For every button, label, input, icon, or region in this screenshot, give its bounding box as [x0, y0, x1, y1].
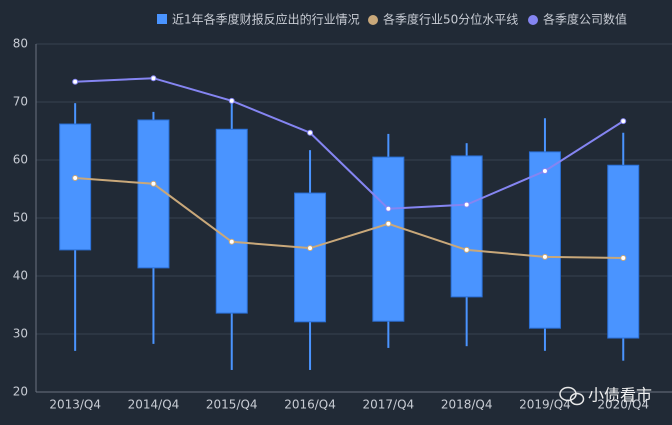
box — [372, 156, 405, 322]
x-tick-label: 2020/Q4 — [597, 398, 649, 412]
series-point — [150, 180, 157, 187]
series-point — [541, 168, 548, 175]
y-tick-label: 30 — [13, 327, 28, 341]
y-tick-label: 20 — [13, 385, 28, 399]
series-point — [307, 129, 314, 136]
legend-swatch — [157, 14, 167, 24]
x-tick-label: 2014/Q4 — [128, 398, 180, 412]
series-point — [72, 78, 79, 85]
series-point — [307, 245, 314, 252]
box — [59, 123, 92, 251]
watermark-icon — [559, 386, 585, 406]
series-point — [72, 174, 79, 181]
watermark: 小债看市 — [588, 386, 652, 405]
x-tick-label: 2017/Q4 — [363, 398, 415, 412]
series-point — [228, 97, 235, 104]
series-point — [463, 246, 470, 253]
legend-label: 各季度行业50分位水平线 — [383, 12, 518, 27]
legend-swatch — [528, 15, 538, 25]
x-tick-label: 2013/Q4 — [49, 398, 101, 412]
y-tick-label: 70 — [13, 95, 28, 109]
box — [528, 151, 561, 329]
series-point — [620, 118, 627, 125]
x-tick-label: 2018/Q4 — [441, 398, 493, 412]
box — [450, 155, 483, 298]
y-tick-label: 40 — [13, 269, 28, 283]
series-point — [385, 205, 392, 212]
y-tick-label: 80 — [13, 37, 28, 51]
x-tick-label: 2015/Q4 — [206, 398, 258, 412]
box — [607, 164, 640, 339]
x-tick-label: 2019/Q4 — [519, 398, 571, 412]
legend-swatch — [368, 15, 378, 25]
box — [137, 119, 170, 269]
y-tick-label: 50 — [13, 211, 28, 225]
series-point — [228, 238, 235, 245]
series-point — [463, 201, 470, 208]
series-point — [150, 75, 157, 82]
series-line — [75, 176, 624, 260]
legend-label: 各季度公司数值 — [543, 12, 627, 27]
box — [294, 192, 327, 323]
box — [215, 128, 248, 314]
legend-label: 近1年各季度财报反应出的行业情况 — [172, 12, 360, 27]
series-point — [541, 253, 548, 260]
y-tick-label: 60 — [13, 153, 28, 167]
x-tick-label: 2016/Q4 — [284, 398, 336, 412]
series-point — [620, 255, 627, 262]
series-line — [75, 77, 624, 210]
series-point — [385, 220, 392, 227]
